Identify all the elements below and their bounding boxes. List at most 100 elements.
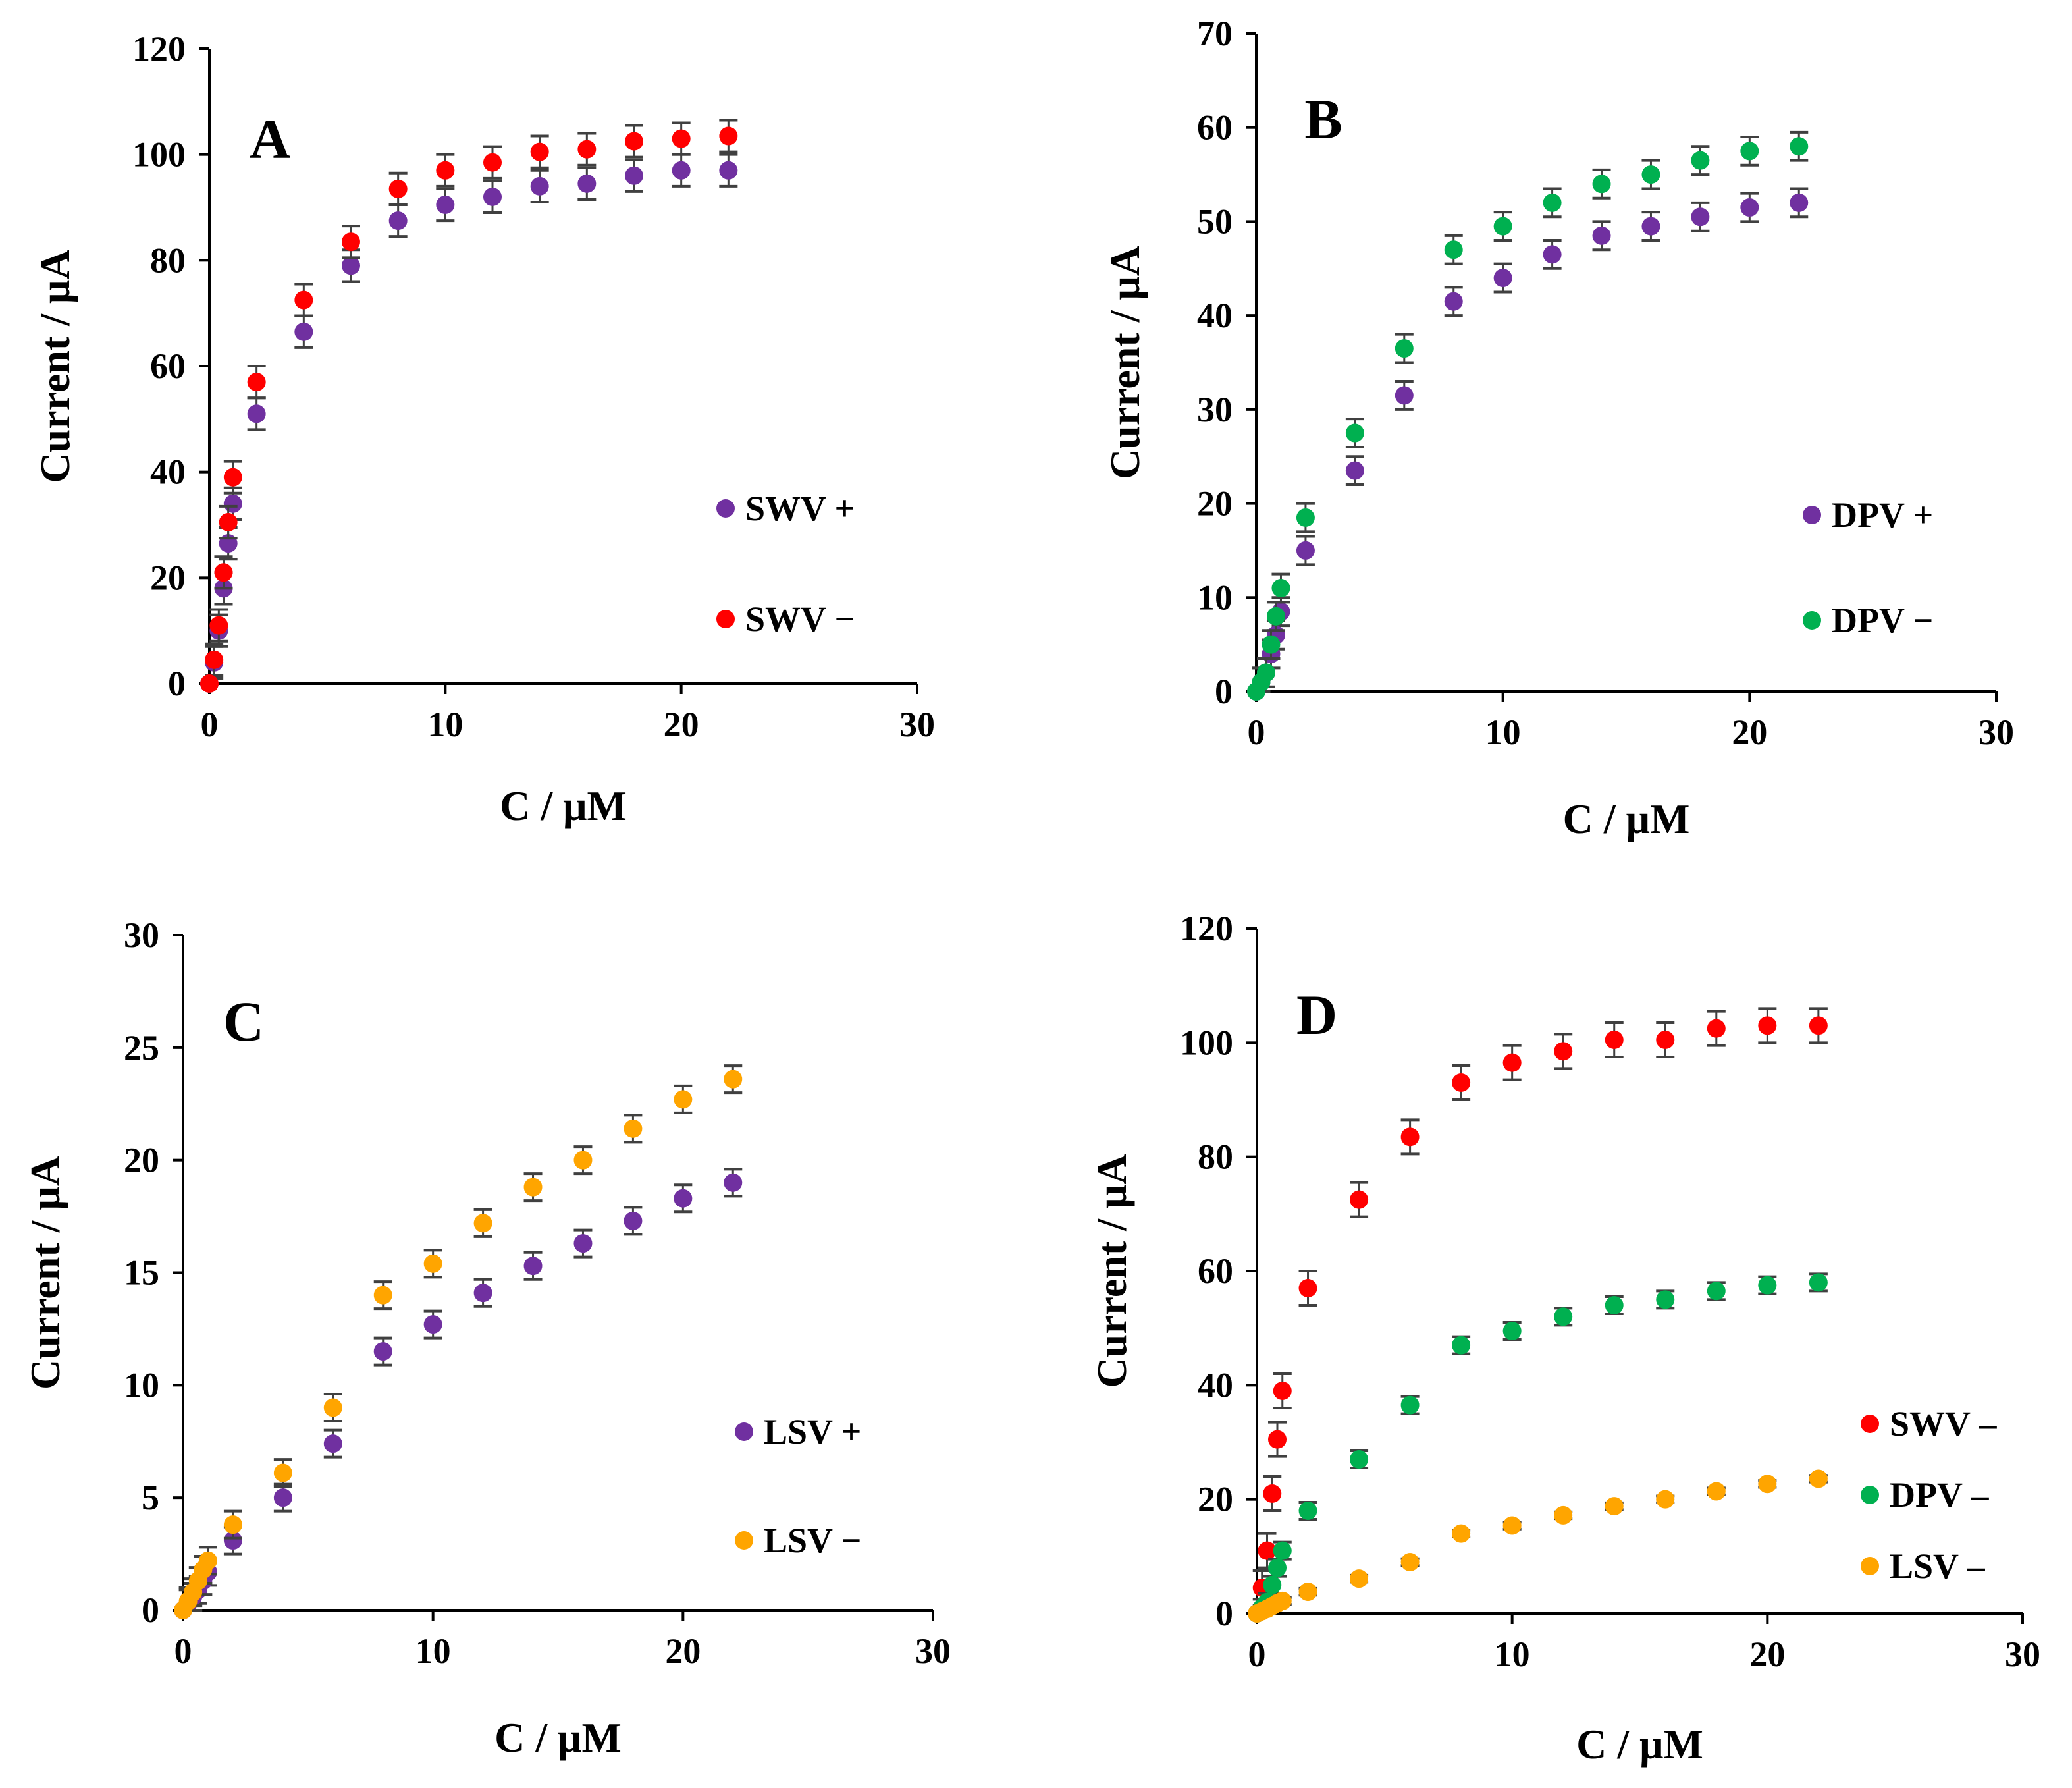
data-point: [1262, 635, 1281, 654]
y-tick-label: 20: [1197, 484, 1233, 524]
data-point: [1592, 175, 1611, 194]
data-point: [1707, 1019, 1726, 1038]
x-tick-label: 0: [1248, 1635, 1266, 1674]
data-point: [1273, 1541, 1292, 1560]
data-point: [1395, 339, 1414, 358]
y-tick-label: 40: [1197, 296, 1233, 335]
data-point: [577, 174, 597, 193]
y-tick-label: 120: [1180, 909, 1233, 948]
data-point: [423, 1254, 442, 1273]
data-point: [1444, 240, 1463, 259]
y-tick-label: 100: [132, 135, 186, 175]
data-point: [523, 1257, 543, 1276]
data-point: [1273, 1591, 1292, 1610]
panel-A: 0 20 40 60 80 100 120 0 10 20 30 C / μM Current / μA…: [32, 29, 935, 829]
y-tick-label: 5: [142, 1478, 159, 1517]
data-point: [1790, 137, 1809, 156]
x-tick-label: 0: [201, 705, 219, 744]
data-point: [1740, 142, 1759, 161]
x-tick-label: 10: [415, 1631, 451, 1671]
data-point: [719, 161, 738, 180]
x-tick-label: 0: [174, 1631, 192, 1671]
y-tick-label: 20: [1198, 1480, 1233, 1519]
x-axis-label: C / μM: [1576, 1721, 1703, 1768]
panel-letter: D: [1296, 983, 1337, 1046]
data-point: [436, 195, 455, 214]
data-point: [1345, 461, 1364, 480]
data-point: [523, 1178, 543, 1197]
data-point: [473, 1214, 492, 1233]
data-point: [205, 650, 224, 669]
y-tick-label: 25: [124, 1028, 159, 1068]
data-point: [200, 674, 219, 693]
series-1: [1248, 1007, 1828, 1623]
y-tick-label: 30: [1197, 390, 1233, 429]
x-tick-label: 20: [664, 705, 699, 744]
y-tick-label: 15: [124, 1253, 159, 1293]
data-point: [1268, 1558, 1287, 1577]
data-point: [1502, 1516, 1522, 1535]
y-tick-label: 70: [1197, 14, 1233, 53]
data-point: [373, 1286, 392, 1305]
data-point: [247, 404, 266, 423]
data-point: [724, 1173, 743, 1192]
y-axis-label: Current / μA: [32, 249, 78, 483]
data-point: [1707, 1282, 1726, 1301]
data-point: [1740, 198, 1759, 217]
data-point: [483, 187, 502, 206]
legend: SWV + SWV −: [716, 489, 855, 639]
panel-letter: C: [223, 990, 264, 1053]
data-point: [1273, 1382, 1292, 1400]
data-point: [1809, 1016, 1828, 1035]
data-point: [573, 1151, 593, 1170]
y-tick-label: 40: [150, 452, 186, 492]
legend-marker: [1861, 1557, 1879, 1575]
data-point: [1605, 1296, 1624, 1314]
data-point: [1656, 1290, 1675, 1309]
data-point: [1258, 1541, 1277, 1560]
y-axis-label: Current / μA: [22, 1156, 68, 1390]
x-axis-label: C / μM: [1563, 796, 1690, 842]
data-point: [323, 1398, 342, 1417]
data-point: [223, 468, 242, 487]
data-point: [1691, 151, 1710, 170]
series-2: [174, 1064, 743, 1619]
data-point: [1350, 1450, 1369, 1469]
y-tick-label: 80: [1198, 1137, 1233, 1177]
x-tick-label: 10: [1495, 1635, 1530, 1674]
legend-marker: [735, 1422, 753, 1441]
data-point: [247, 373, 266, 392]
data-point: [672, 129, 691, 148]
data-point: [1271, 579, 1290, 598]
y-tick-label: 50: [1197, 202, 1233, 241]
data-point: [674, 1090, 693, 1109]
data-point: [1691, 207, 1710, 227]
data-point: [674, 1189, 693, 1208]
panel-letter: B: [1304, 88, 1342, 151]
legend: DPV + DPV −: [1803, 495, 1933, 640]
data-point: [577, 140, 597, 159]
data-point: [625, 166, 643, 185]
y-tick-label: 60: [1198, 1251, 1233, 1291]
data-point: [1345, 423, 1364, 443]
data-point: [473, 1284, 492, 1303]
data-point: [1493, 269, 1512, 288]
data-point: [1809, 1469, 1828, 1488]
panel-D: 0 20 40 60 80 100 120 0 10 20 30 C / μM Current / μA…: [1088, 909, 2040, 1768]
data-point: [214, 563, 233, 582]
data-point: [1758, 1475, 1777, 1494]
data-point: [1641, 217, 1660, 236]
data-point: [1758, 1276, 1777, 1295]
legend-marker: [1861, 1415, 1879, 1433]
data-point: [1298, 1279, 1317, 1297]
data-point: [294, 322, 313, 341]
data-point: [1554, 1042, 1573, 1061]
legend-label: SWV +: [745, 489, 855, 528]
data-point: [625, 132, 643, 151]
legend-label: LSV –: [1890, 1546, 1986, 1586]
x-tick-label: 10: [427, 705, 463, 744]
series-2: [1247, 130, 1809, 701]
x-axis-label: C / μM: [500, 782, 627, 829]
data-point: [1350, 1569, 1369, 1588]
